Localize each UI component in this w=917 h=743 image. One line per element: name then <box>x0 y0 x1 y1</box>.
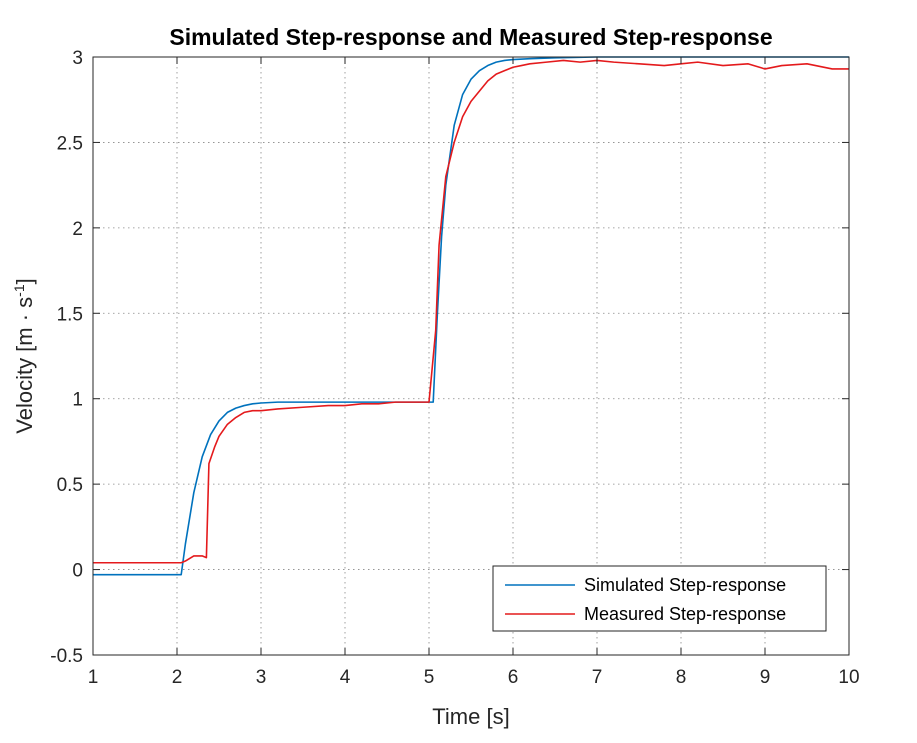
x-tick-label: 5 <box>424 667 435 688</box>
y-axis-label: Velocity [m · s-1] <box>11 278 37 434</box>
y-tick-label: 2.5 <box>57 133 83 154</box>
x-axis-label: Time [s] <box>432 704 509 729</box>
series-line-simulated <box>93 56 849 576</box>
x-tick-label: 7 <box>592 667 603 688</box>
y-axis-label-exponent: -1 <box>11 284 27 297</box>
plot-frame <box>92 56 850 656</box>
chart-title: Simulated Step-response and Measured Ste… <box>169 24 772 50</box>
y-axis-label-close: ] <box>12 278 37 284</box>
y-axis-label-main: Velocity [m · s <box>12 297 37 434</box>
legend: Simulated Step-response Measured Step-re… <box>492 565 827 632</box>
legend-label-measured: Measured Step-response <box>584 604 786 624</box>
axis-ticks: 1 2 3 4 5 6 7 8 9 10 -0.5 0 0.5 1 1.5 2 2.5 3 <box>50 48 859 688</box>
y-tick-label: 1.5 <box>57 304 83 325</box>
plot-area <box>93 57 849 655</box>
x-tick-label: 6 <box>508 667 519 688</box>
series-lines <box>93 56 849 576</box>
y-tick-label: 3 <box>72 48 83 69</box>
y-tick-label: 1 <box>72 390 83 411</box>
x-tick-label: 8 <box>676 667 687 688</box>
legend-box <box>492 565 827 632</box>
series-line-measured <box>93 59 849 564</box>
x-tick-label: 10 <box>838 667 859 688</box>
x-tick-label: 2 <box>172 667 183 688</box>
y-tick-label: 0 <box>72 561 83 582</box>
legend-label-simulated: Simulated Step-response <box>584 575 786 595</box>
y-tick-label: 2 <box>72 219 83 240</box>
x-tick-label: 1 <box>88 667 99 688</box>
y-tick-label: -0.5 <box>50 646 83 667</box>
y-tick-label: 0.5 <box>57 475 83 496</box>
x-tick-label: 3 <box>256 667 267 688</box>
x-tick-label: 9 <box>760 667 771 688</box>
x-tick-label: 4 <box>340 667 351 688</box>
